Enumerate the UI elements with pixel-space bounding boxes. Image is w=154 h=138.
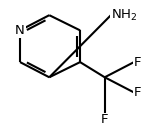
Text: F: F [134, 56, 142, 69]
Text: NH$_2$: NH$_2$ [111, 8, 137, 23]
Text: F: F [134, 86, 142, 99]
Text: F: F [101, 113, 108, 126]
Text: N: N [15, 24, 25, 37]
